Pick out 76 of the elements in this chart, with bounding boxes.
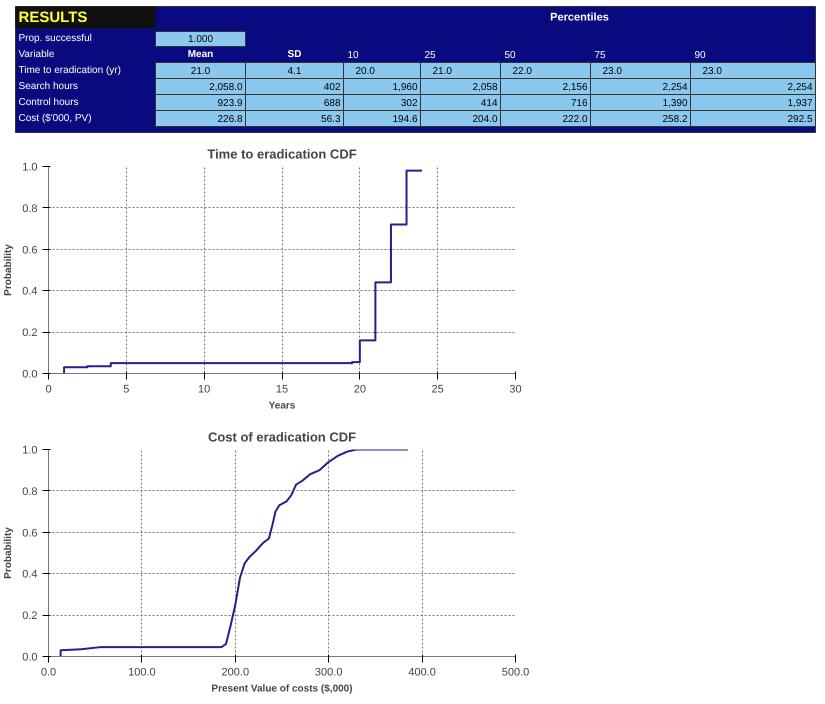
category-label: 50 [504, 50, 516, 61]
text: 21.0 [190, 66, 210, 77]
category-label: 25 [424, 50, 436, 61]
y-tick-label: 0.4 [22, 286, 38, 298]
text: 22.0 [512, 66, 532, 77]
text: 1.000 [188, 34, 214, 45]
x-tick-label: 10 [198, 384, 210, 396]
text: 204.0 [472, 114, 498, 125]
text: 1,390 [662, 98, 688, 109]
text: Prop. successful [18, 33, 92, 44]
text: 292.5 [787, 114, 813, 125]
x-axis-title: Years [268, 400, 296, 412]
category-label: 10 [348, 50, 360, 61]
x-tick-label: 500.0 [502, 666, 530, 678]
chart-title: Cost of eradication CDF [208, 430, 356, 444]
text: 2,254 [662, 82, 688, 93]
text: 2,058.0 [209, 82, 243, 93]
y-tick-label: 1.0 [22, 162, 38, 174]
chart-title: Time to eradication CDF [207, 146, 357, 162]
category-label: Control hours [18, 97, 79, 108]
y-tick-label: 0.6 [22, 527, 38, 540]
x-tick-label: 15 [276, 384, 288, 396]
x-tick-label: 25 [432, 384, 444, 396]
text: RESULTS [18, 9, 88, 26]
y-tick-label: 0.4 [22, 568, 38, 581]
text: 414 [480, 98, 498, 109]
category-label: 90 [694, 50, 706, 61]
text: 23.0 [602, 66, 622, 77]
text: 21.0 [432, 66, 452, 77]
x-tick-label: 200.0 [222, 666, 250, 678]
text: 1,960 [392, 82, 418, 93]
text: 1,937 [787, 98, 813, 109]
text: 258.2 [662, 114, 688, 125]
text: 716 [570, 98, 588, 109]
text: 194.6 [392, 114, 418, 125]
text: 20.0 [356, 66, 375, 77]
x-tick-label: 100.0 [128, 666, 156, 678]
text: 688 [324, 98, 341, 109]
y-tick-label: 1.0 [22, 444, 38, 456]
category-label: SD [288, 49, 302, 60]
text: 23.0 [702, 66, 722, 77]
text: 302 [400, 98, 418, 109]
category-label: Search hours [18, 81, 78, 92]
category-label: Cost ($'000, PV) [18, 113, 92, 124]
y-axis-title: Probability [3, 526, 14, 579]
text: 402 [324, 82, 341, 93]
y-tick-label: 0.8 [22, 202, 38, 215]
text: 4.1 [288, 66, 302, 77]
text: 923.9 [217, 98, 243, 109]
x-tick-label: 30 [509, 384, 522, 396]
text: 2,058 [472, 82, 498, 93]
y-tick-label: 0.0 [22, 652, 38, 664]
text: 2,156 [562, 82, 588, 93]
text: 2,254 [787, 82, 813, 93]
text: 226.8 [217, 114, 243, 125]
line-series [60, 450, 410, 656]
y-axis-title: Probability [3, 244, 14, 296]
x-tick-label: 300.0 [314, 666, 342, 678]
text: Percentiles [550, 12, 609, 24]
x-tick-label: 0 [45, 384, 52, 396]
y-tick-label: 0.2 [22, 327, 38, 340]
text: Variable [18, 49, 55, 60]
x-tick-label: 5 [123, 384, 130, 396]
x-axis-title: Present Value of costs ($,000) [211, 684, 353, 694]
category-label: Time to eradication (yr) [18, 65, 121, 76]
text: 56.3 [321, 114, 341, 125]
text: 222.0 [562, 114, 588, 125]
category-label: 75 [594, 50, 606, 61]
y-tick-label: 0.2 [22, 610, 38, 622]
category-label: Mean [188, 49, 214, 60]
x-tick-label: 400.0 [408, 666, 436, 678]
y-tick-label: 0.6 [22, 244, 38, 256]
y-tick-label: 0.0 [22, 368, 38, 380]
x-tick-label: 0.0 [40, 666, 56, 678]
y-tick-label: 0.8 [22, 486, 38, 498]
x-tick-label: 20 [354, 384, 366, 396]
